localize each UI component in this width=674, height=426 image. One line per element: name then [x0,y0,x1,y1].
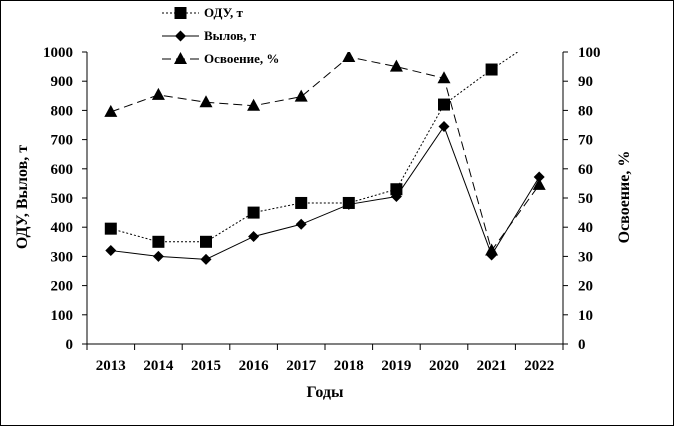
left-tick-label: 300 [51,249,74,265]
legend-label: Вылов, т [204,28,257,43]
right-tick-label: 80 [578,103,593,119]
data-point [151,87,165,100]
left-tick-label: 900 [51,74,74,90]
x-tick-label: 2016 [239,358,270,374]
data-point [438,120,450,132]
x-tick-label: 2019 [381,358,411,374]
left-tick-label: 1000 [43,45,73,61]
legend: ОДУ, т Вылов, т Освоение, % [162,5,279,66]
series-line [110,56,540,252]
right-tick-label: 40 [578,220,593,236]
data-point [485,63,498,76]
data-point [437,71,451,84]
right-tick-label: 20 [578,279,593,295]
x-tick-label: 2021 [477,358,507,374]
series-layer [104,52,546,265]
right-y-axis-title: Освоение, % [616,151,633,244]
series-1 [104,52,519,248]
x-tick-label: 2013 [96,358,126,374]
series-3 [104,52,546,256]
right-tick-label: 100 [578,45,601,61]
left-tick-label: 800 [51,103,74,119]
left-tick-label: 100 [51,308,74,324]
data-point [199,95,213,108]
data-point [104,104,118,117]
data-point [343,198,355,210]
data-point [295,196,308,209]
x-axis-title: Годы [307,384,344,401]
right-tick-label: 70 [578,133,593,149]
left-tick-label: 500 [51,191,74,207]
data-point [152,250,164,262]
right-tick-label: 90 [578,74,593,90]
left-y-axis-title: ОДУ, Вылов, т [14,145,31,249]
left-tick-label: 0 [66,337,74,353]
series-line [110,52,519,243]
data-point [390,191,402,203]
x-tick-label: 2015 [191,358,221,374]
right-tick-label: 60 [578,162,593,178]
left-tick-label: 600 [51,162,74,178]
left-tick-label: 200 [51,279,74,295]
x-tick-label: 2020 [429,358,459,374]
data-point [105,245,117,257]
series-2 [105,120,545,265]
data-point [200,253,212,265]
data-point [104,222,117,235]
x-tick-label: 2014 [143,358,174,374]
right-tick-label: 10 [578,308,593,324]
data-point [247,206,260,219]
legend-marker [175,30,186,42]
x-tick-label: 2022 [524,358,554,374]
data-point [532,177,546,190]
data-point [247,98,261,111]
x-tick-label: 2018 [334,358,364,374]
data-point [294,89,308,102]
x-axis-ticks: 2013 2014 2015 2016 2017 2018 2019 2020 2021 2022 [86,344,564,374]
x-tick-label: 2017 [286,358,317,374]
data-point [438,98,450,111]
left-tick-label: 400 [51,220,74,236]
data-point [533,171,545,183]
left-axis-ticks: 0 100 200 300 400 500 600 700 800 900 1000 [43,45,87,353]
right-axis-ticks: 0 10 20 30 40 50 60 70 80 90 100 [563,45,601,353]
legend-marker [174,7,187,19]
legend-label: ОДУ, т [204,5,243,20]
legend-marker [174,52,187,64]
legend-label: Освоение, % [204,51,279,66]
data-point [389,59,403,72]
right-tick-label: 0 [578,337,586,353]
data-point [295,218,307,230]
left-tick-label: 700 [51,133,74,149]
data-point [248,231,260,243]
data-point [342,52,356,62]
right-tick-label: 50 [578,191,593,207]
right-tick-label: 30 [578,249,593,265]
data-point [485,243,499,256]
data-point [152,235,165,248]
series-line [110,125,540,260]
data-point [200,235,212,248]
